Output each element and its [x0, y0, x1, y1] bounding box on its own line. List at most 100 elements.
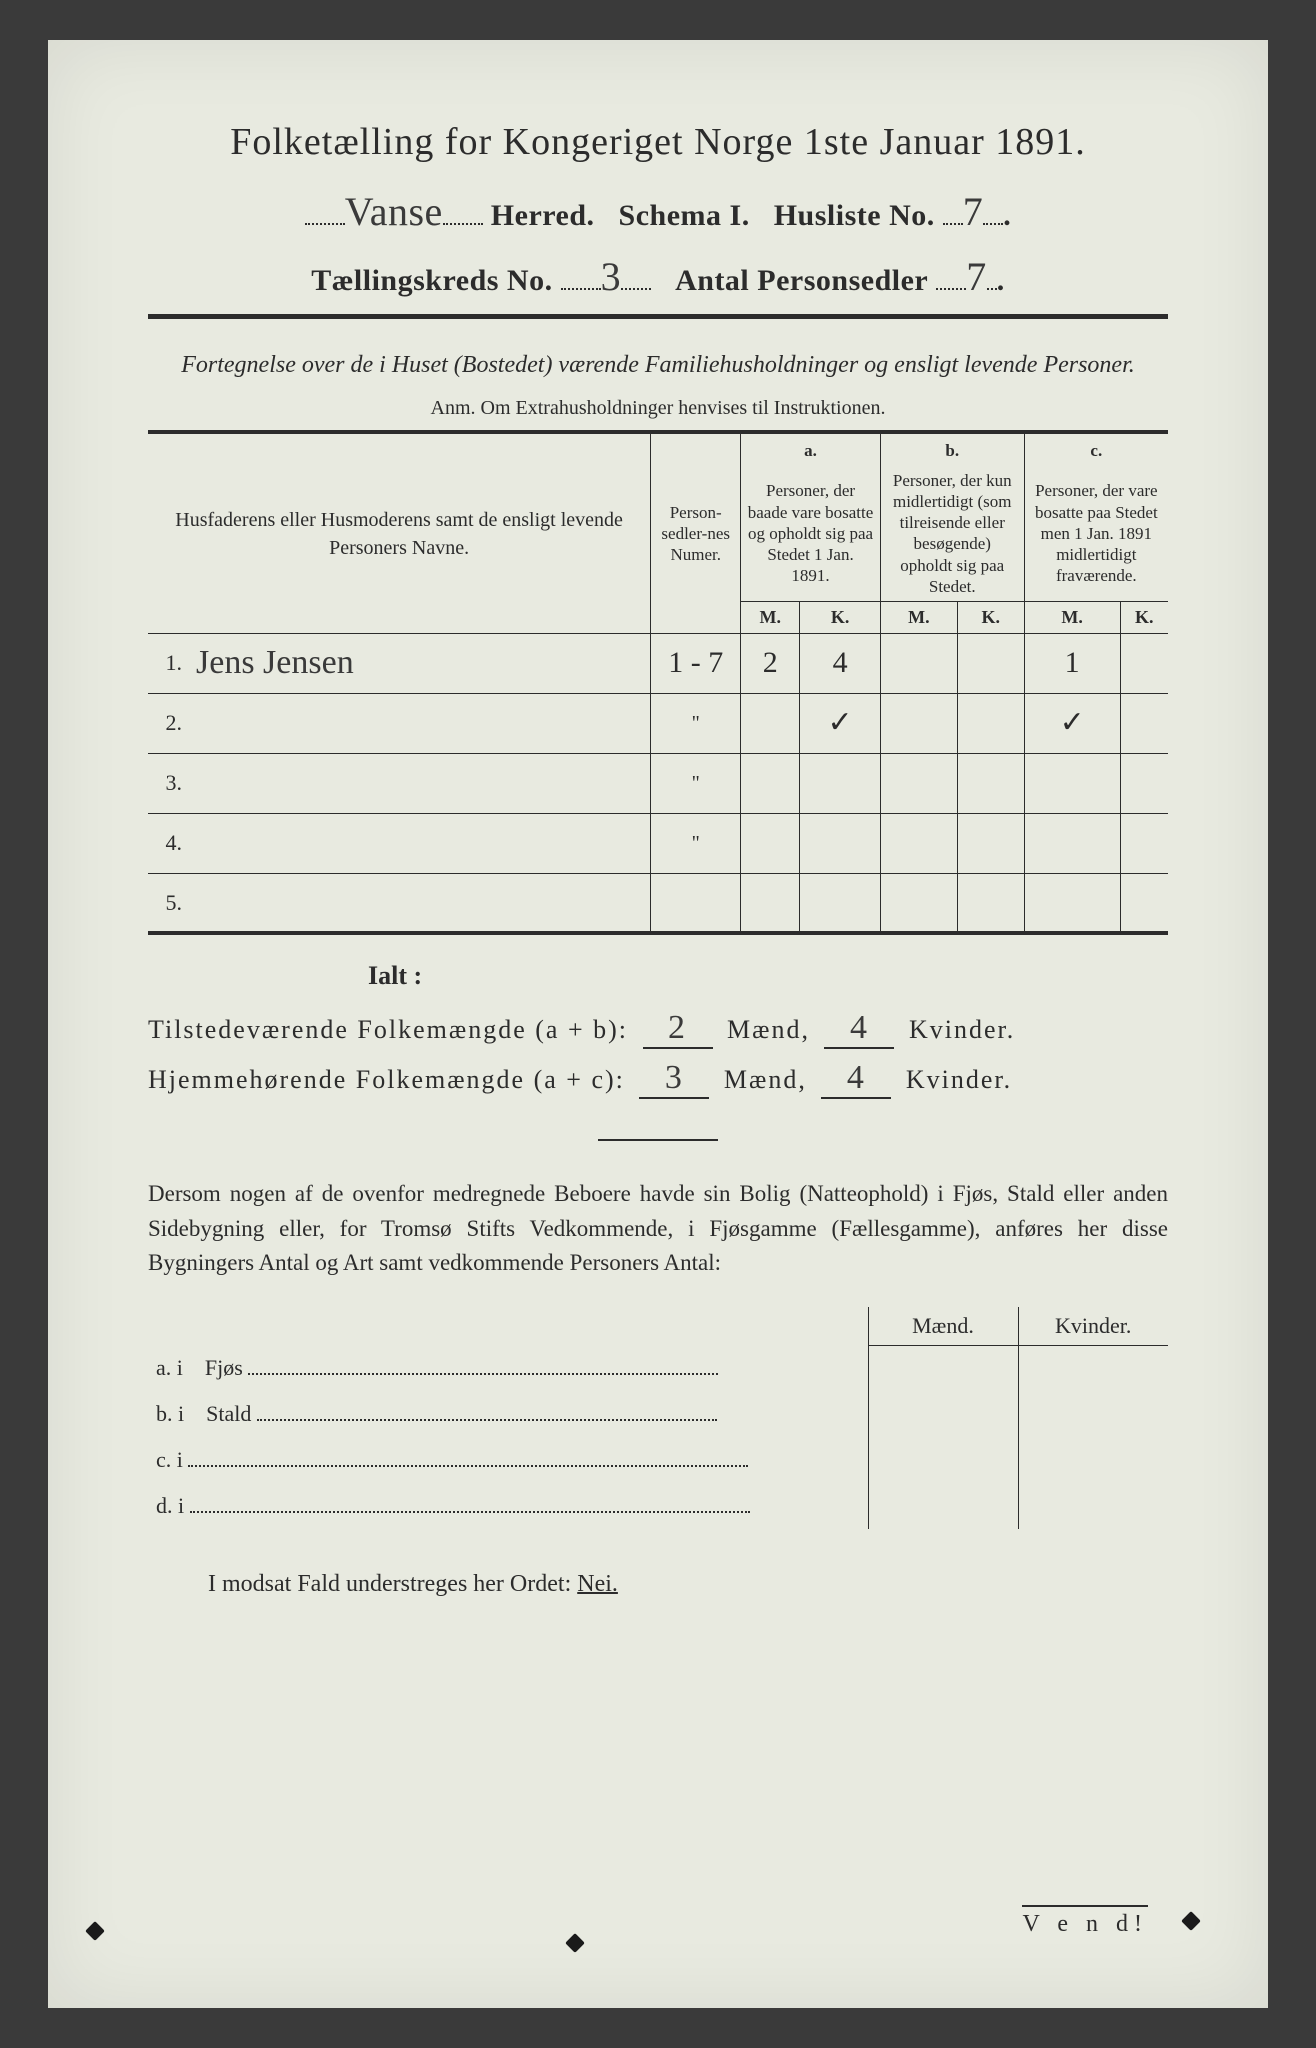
table-row: 4. ": [148, 813, 1168, 873]
cell-numer: [651, 873, 741, 933]
husliste-label: Husliste No.: [774, 199, 935, 232]
bld-row: b. i Stald: [148, 1391, 1168, 1437]
sum-line-resident: Hjemmehørende Folkemængde (a + c): 3 Mæn…: [148, 1059, 1168, 1099]
table-row: 3. ": [148, 753, 1168, 813]
cell-bk: [957, 753, 1024, 813]
row-name: [190, 693, 651, 753]
cell-numer: ": [651, 693, 741, 753]
row-num: 4.: [148, 813, 190, 873]
pin-icon: [565, 1933, 585, 1953]
cell-ak: [800, 813, 881, 873]
cell-ak: ✓: [800, 693, 881, 753]
bld-text: Stald: [206, 1401, 251, 1426]
pin-icon: [1181, 1911, 1201, 1931]
nei-text: I modsat Fald understreges her Ordet:: [208, 1571, 571, 1597]
cell-bk: [957, 693, 1024, 753]
sum1-mid: Mænd,: [727, 1015, 810, 1044]
kreds-label: Tællingskreds No.: [311, 264, 552, 297]
table-row: 2. " ✓ ✓: [148, 693, 1168, 753]
row-name: [190, 813, 651, 873]
cell-am: [741, 693, 800, 753]
cell-am: 2: [741, 633, 800, 693]
cell-ak: [800, 873, 881, 933]
header-line-1: Vanse Herred. Schema I. Husliste No. 7.: [148, 188, 1168, 235]
cell-ck: [1120, 753, 1168, 813]
sum2-end: Kvinder.: [906, 1065, 1012, 1094]
nei-word: Nei.: [577, 1571, 618, 1597]
sum2-label: Hjemmehørende Folkemængde (a + c):: [148, 1065, 625, 1094]
building-table: Mænd. Kvinder. a. i Fjøs b. i Stald c. i…: [148, 1307, 1168, 1530]
cell-bm: [880, 873, 957, 933]
cell-bk: [957, 813, 1024, 873]
kreds-value: 3: [601, 253, 622, 300]
antal-value: 7: [966, 253, 987, 300]
sum1-k: 4: [850, 1009, 869, 1046]
cell-am: [741, 813, 800, 873]
short-divider: [598, 1139, 718, 1141]
schema-label: Schema I.: [619, 199, 750, 232]
cell-numer: 1 - 7: [651, 633, 741, 693]
col-a-m: M.: [741, 602, 800, 634]
cell-bk: [957, 633, 1024, 693]
husliste-value: 7: [963, 188, 984, 235]
building-paragraph: Dersom nogen af de ovenfor medregnede Be…: [148, 1177, 1168, 1281]
antal-label: Antal Personsedler: [675, 264, 928, 297]
sum1-label: Tilstedeværende Folkemængde (a + b):: [148, 1015, 628, 1044]
table-row: 5.: [148, 873, 1168, 933]
bld-text: Fjøs: [205, 1355, 243, 1380]
cell-ck: [1120, 813, 1168, 873]
col-names: Husfaderens eller Husmoderens samt de en…: [148, 432, 651, 633]
vend-label: V e n d!: [1022, 1905, 1148, 1938]
bld-maend-header: Mænd.: [868, 1307, 1018, 1346]
col-c-m: M.: [1024, 602, 1120, 634]
herred-value: Vanse: [345, 188, 443, 235]
rule-divider: [148, 314, 1168, 319]
cell-bm: [880, 693, 957, 753]
col-b-k: K.: [957, 602, 1024, 634]
bld-label: a. i: [156, 1355, 183, 1380]
cell-cm: ✓: [1024, 693, 1120, 753]
cell-ck: [1120, 633, 1168, 693]
bld-row: a. i Fjøs: [148, 1345, 1168, 1391]
cell-bm: [880, 813, 957, 873]
row-num: 5.: [148, 873, 190, 933]
bld-kvinder-header: Kvinder.: [1018, 1307, 1168, 1346]
ialt-label: Ialt :: [368, 961, 1168, 991]
col-a-k: K.: [800, 602, 881, 634]
header-line-2: Tællingskreds No. 3 Antal Personsedler 7…: [148, 253, 1168, 300]
cell-cm: [1024, 813, 1120, 873]
col-b-label: b.: [945, 441, 959, 460]
subtitle: Fortegnelse over de i Huset (Bostedet) v…: [148, 349, 1168, 381]
cell-bm: [880, 633, 957, 693]
col-c-label: c.: [1090, 441, 1102, 460]
table-row: 1. Jens Jensen 1 - 7 2 4 1: [148, 633, 1168, 693]
pin-icon: [85, 1921, 105, 1941]
cell-cm: [1024, 753, 1120, 813]
cell-bm: [880, 753, 957, 813]
row-name: [190, 753, 651, 813]
page-title: Folketælling for Kongeriget Norge 1ste J…: [148, 120, 1168, 164]
cell-am: [741, 753, 800, 813]
bld-row: c. i: [148, 1437, 1168, 1483]
row-num: 1.: [148, 633, 190, 693]
cell-ak: [800, 753, 881, 813]
row-num: 3.: [148, 753, 190, 813]
cell-ak: 4: [800, 633, 881, 693]
bld-row: d. i: [148, 1483, 1168, 1529]
row-name: Jens Jensen: [196, 644, 354, 681]
sum2-mid: Mænd,: [724, 1065, 807, 1094]
herred-label: Herred.: [491, 199, 595, 232]
cell-cm: [1024, 873, 1120, 933]
row-num: 2.: [148, 693, 190, 753]
cell-numer: ": [651, 753, 741, 813]
col-b-m: M.: [880, 602, 957, 634]
cell-numer: ": [651, 813, 741, 873]
document-page: Folketælling for Kongeriget Norge 1ste J…: [48, 40, 1268, 2008]
col-numer: Person-sedler-nes Numer.: [651, 432, 741, 633]
cell-ck: [1120, 873, 1168, 933]
cell-am: [741, 873, 800, 933]
bld-label: d. i: [156, 1493, 184, 1518]
cell-ck: [1120, 693, 1168, 753]
sum-line-present: Tilstedeværende Folkemængde (a + b): 2 M…: [148, 1009, 1168, 1049]
census-table: Husfaderens eller Husmoderens samt de en…: [148, 430, 1168, 935]
